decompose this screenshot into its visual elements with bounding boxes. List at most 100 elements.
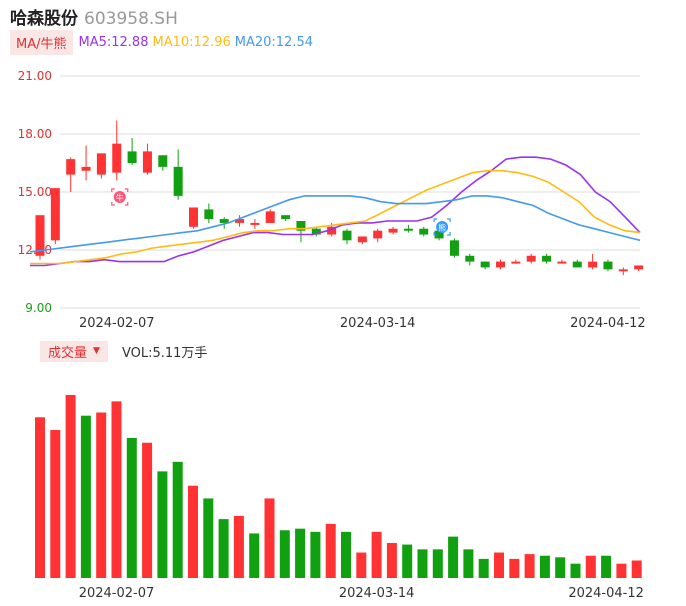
candle-body: [603, 261, 613, 270]
candle-body: [189, 207, 198, 227]
volume-bar: [126, 437, 137, 578]
markers: 牛熊: [111, 188, 451, 236]
volume-bar: [448, 536, 459, 578]
volume-bar: [539, 555, 550, 578]
stock-name: 哈森股份: [10, 9, 78, 29]
volume-bar: [509, 558, 520, 578]
volume-indicator-label: 成交量: [48, 345, 88, 361]
volume-bars: [35, 395, 642, 578]
price-x-tick-label: 2024-03-14: [340, 316, 416, 331]
ma5-line: [30, 156, 641, 267]
volume-bar: [50, 430, 61, 578]
ma5-legend: MA5:12.88: [78, 34, 149, 50]
candle-body: [250, 222, 260, 225]
price-tick-label: 15.00: [18, 185, 52, 199]
volume-bar: [585, 555, 596, 578]
ma-lines: [29, 156, 641, 267]
candle-body: [449, 240, 459, 256]
price-tick-label: 9.00: [25, 301, 52, 315]
candle-body: [327, 226, 337, 235]
candle-body: [96, 153, 106, 175]
volume-bar: [96, 412, 107, 578]
volume-bar: [295, 528, 306, 578]
candle-body: [618, 269, 628, 272]
price-tick-label: 21.00: [18, 69, 52, 83]
volume-bar: [631, 560, 642, 578]
ma20-legend: MA20:12.54: [234, 34, 313, 50]
ma-legend: MA/牛熊 MA5:12.88 MA10:12.96 MA20:12.54: [10, 29, 317, 55]
candle-body: [173, 166, 183, 196]
candle-body: [81, 166, 91, 171]
bear-marker-label: 熊: [438, 223, 446, 233]
bull-icon: [113, 191, 126, 203]
candle-body: [158, 155, 168, 167]
volume-bar: [249, 533, 260, 578]
candle-body: [542, 255, 552, 262]
marker-corner: [124, 202, 129, 206]
candle-body: [388, 228, 398, 233]
price-grid: [60, 75, 640, 309]
volume-bar: [371, 531, 382, 578]
candle-body: [265, 211, 275, 223]
volume-bar: [555, 557, 566, 578]
price-tick-label: 18.00: [18, 127, 52, 141]
bull-marker-label: 牛: [116, 193, 124, 203]
marker-corner: [433, 232, 438, 236]
bear-marker: 熊: [433, 218, 451, 236]
stock-header: 哈森股份 603958.SH: [10, 4, 178, 29]
candle-body: [235, 219, 245, 223]
chevron-down-icon: ▼: [93, 346, 100, 356]
volume-bar: [310, 531, 321, 578]
volume-bar: [356, 552, 367, 578]
volume-x-tick-label: 2024-04-12: [568, 586, 644, 601]
volume-bar: [341, 531, 351, 578]
volume-bar: [386, 542, 397, 578]
ma-indicator-selector[interactable]: MA/牛熊: [10, 29, 73, 55]
volume-bar: [188, 485, 198, 578]
volume-bar: [172, 461, 183, 578]
marker-corner: [447, 218, 451, 222]
ma20-line: [29, 195, 641, 253]
volume-bar: [494, 552, 504, 578]
candle-body: [557, 261, 567, 264]
candle-body: [342, 230, 352, 241]
candle-body: [281, 215, 291, 220]
volume-x-tick-label: 2024-02-07: [79, 586, 155, 601]
candle-body: [142, 151, 152, 173]
candle-body: [311, 228, 321, 235]
volume-bar: [601, 555, 612, 578]
volume-indicator-selector[interactable]: 成交量 ▼: [40, 340, 108, 362]
volume-bar: [478, 558, 489, 578]
volume-x-tick-label: 2024-03-14: [339, 586, 415, 601]
volume-bar: [233, 515, 244, 578]
volume-bar: [463, 549, 474, 578]
price-x-axis: 2024-02-07 2024-03-14 2024-04-12: [79, 316, 646, 331]
marker-corner: [111, 188, 115, 192]
ma10-legend: MA10:12.96: [152, 34, 231, 50]
candle-body: [434, 230, 444, 239]
volume-bar: [616, 563, 627, 578]
candle-body: [511, 261, 521, 264]
marker-corner: [124, 188, 129, 192]
volume-bar: [157, 471, 168, 578]
volume-bar: [111, 401, 122, 578]
candle-body: [480, 261, 490, 268]
volume-bar: [218, 519, 229, 578]
candle-body: [373, 230, 383, 239]
volume-bar: [570, 563, 581, 578]
volume-x-axis: 2024-02-07 2024-03-14 2024-04-12: [79, 586, 644, 601]
volume-bar: [35, 417, 45, 578]
bear-icon: [436, 221, 449, 233]
volume-bar: [203, 498, 214, 578]
volume-bar: [142, 442, 153, 578]
candle-body: [50, 188, 60, 241]
marker-corner: [111, 202, 115, 206]
volume-value: VOL:5.11万手: [121, 345, 208, 361]
volume-bar: [65, 395, 76, 578]
candle-body: [35, 215, 45, 256]
candle-body: [465, 255, 475, 262]
marker-corner: [447, 232, 451, 236]
volume-legend: 成交量 ▼ VOL:5.11万手: [40, 340, 208, 362]
